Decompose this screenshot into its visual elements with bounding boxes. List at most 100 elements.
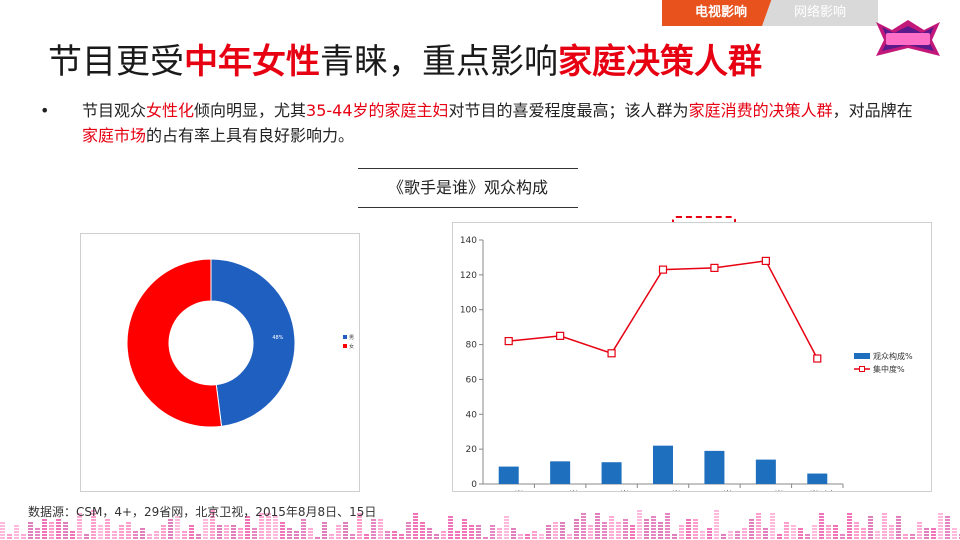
eq-segment	[378, 525, 383, 527]
eq-segment	[882, 537, 887, 539]
eq-segment	[861, 534, 866, 536]
title-part: 青睐，重点影响	[320, 42, 558, 82]
eq-segment	[189, 531, 194, 533]
eq-segment	[0, 525, 5, 527]
eq-segment	[595, 516, 600, 518]
eq-segment	[280, 537, 285, 539]
eq-segment	[658, 525, 663, 527]
eq-segment	[98, 528, 103, 530]
eq-segment	[14, 537, 19, 539]
eq-segment	[56, 531, 61, 533]
eq-segment	[469, 537, 474, 539]
eq-segment	[819, 519, 824, 521]
eq-segment	[602, 528, 607, 530]
eq-segment	[245, 516, 250, 518]
tab-web-impact[interactable]: 网络影响	[762, 0, 878, 26]
eq-segment	[819, 522, 824, 524]
eq-segment	[812, 531, 817, 533]
eq-segment	[896, 531, 901, 533]
eq-segment	[658, 534, 663, 536]
eq-segment	[427, 534, 432, 536]
eq-segment	[560, 534, 565, 536]
line-concentration	[508, 260, 818, 359]
eq-segment	[791, 525, 796, 527]
eq-segment	[595, 528, 600, 530]
eq-segment	[826, 525, 831, 527]
eq-segment	[938, 513, 943, 515]
eq-segment	[203, 537, 208, 539]
eq-segment	[581, 534, 586, 536]
eq-segment	[665, 531, 670, 533]
eq-segment	[574, 534, 579, 536]
eq-segment	[777, 537, 782, 539]
bar-audience	[704, 450, 725, 484]
eq-segment	[602, 534, 607, 536]
eq-segment	[252, 534, 257, 536]
eq-segment	[329, 537, 334, 539]
eq-segment	[665, 519, 670, 521]
eq-segment	[280, 531, 285, 533]
eq-segment	[896, 537, 901, 539]
title-highlight: 家庭决策人群	[558, 42, 762, 82]
eq-segment	[889, 537, 894, 539]
eq-segment	[889, 534, 894, 536]
eq-segment	[140, 534, 145, 536]
eq-segment	[833, 528, 838, 530]
eq-segment	[595, 522, 600, 524]
eq-segment	[245, 525, 250, 527]
eq-segment	[147, 537, 152, 539]
eq-segment	[357, 519, 362, 521]
eq-segment	[644, 525, 649, 527]
eq-segment	[770, 531, 775, 533]
eq-segment	[77, 528, 82, 530]
eq-segment	[896, 519, 901, 521]
bar-audience	[550, 461, 571, 484]
eq-segment	[546, 531, 551, 533]
eq-segment	[560, 537, 565, 539]
show-logo	[872, 18, 944, 58]
eq-segment	[420, 534, 425, 536]
eq-segment	[301, 531, 306, 533]
eq-segment	[840, 537, 845, 539]
eq-segment	[637, 525, 642, 527]
eq-segment	[546, 528, 551, 530]
tab-tv-impact[interactable]: 电视影响	[662, 0, 780, 26]
eq-segment	[637, 513, 642, 515]
eq-segment	[749, 537, 754, 539]
eq-segment	[707, 531, 712, 533]
eq-segment	[91, 528, 96, 530]
eq-segment	[462, 534, 467, 536]
eq-segment	[609, 531, 614, 533]
eq-segment	[665, 513, 670, 515]
x-tick-label: 25-34岁	[594, 489, 629, 491]
eq-segment	[133, 534, 138, 536]
eq-segment	[105, 534, 110, 536]
eq-segment	[189, 525, 194, 527]
eq-segment	[343, 534, 348, 536]
legend-label: 集中度%	[873, 364, 905, 374]
eq-segment	[882, 528, 887, 530]
summary-text: 节目观众女性化倾向明显，尤其35-44岁的家庭主妇对节目的喜爱程度最高；该人群为…	[82, 98, 922, 148]
eq-segment	[343, 528, 348, 530]
highlight-marker	[672, 216, 736, 226]
eq-segment	[238, 537, 243, 539]
eq-segment	[385, 537, 390, 539]
text-run: 倾向明显，尤其	[194, 101, 307, 120]
eq-segment	[504, 516, 509, 518]
eq-segment	[637, 528, 642, 530]
eq-segment	[861, 537, 866, 539]
eq-segment	[175, 531, 180, 533]
eq-segment	[210, 516, 215, 518]
eq-segment	[714, 510, 719, 512]
eq-segment	[287, 528, 292, 530]
eq-segment	[350, 537, 355, 539]
eq-segment	[609, 537, 614, 539]
eq-segment	[609, 516, 614, 518]
eq-segment	[623, 519, 628, 521]
eq-segment	[308, 531, 313, 533]
eq-segment	[203, 531, 208, 533]
eq-segment	[266, 516, 271, 518]
eq-segment	[847, 528, 852, 530]
eq-segment	[448, 516, 453, 518]
eq-segment	[14, 525, 19, 527]
